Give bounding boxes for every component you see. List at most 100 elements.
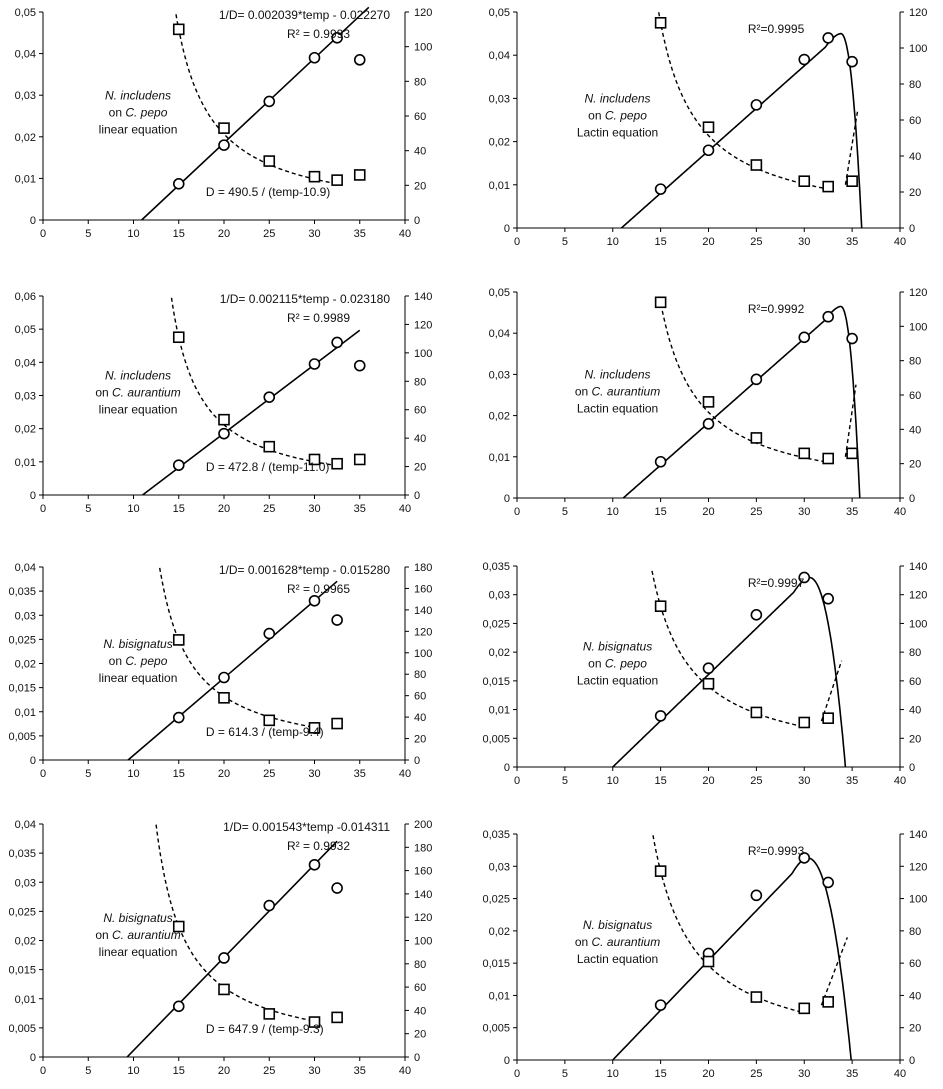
x-tick-label: 30 — [798, 236, 810, 248]
x-tick-label: 30 — [308, 768, 320, 780]
x-tick-label: 20 — [218, 768, 230, 780]
x-tick-label: 10 — [127, 768, 139, 780]
x-tick-label: 20 — [702, 1068, 714, 1080]
x-tick-label: 40 — [399, 503, 411, 515]
y-right-tick-label: 140 — [414, 291, 432, 303]
dev-rate-point — [308, 594, 321, 607]
y-right-tick-label: 60 — [909, 958, 921, 970]
y-right-tick-label: 100 — [414, 42, 432, 54]
x-tick-label: 40 — [399, 768, 411, 780]
duration-point — [263, 714, 276, 727]
host-label: C. pepo — [125, 105, 167, 119]
host-prefix: on — [575, 935, 592, 949]
x-tick-label: 25 — [750, 236, 762, 248]
y-left-tick-label: 0,005 — [8, 731, 36, 743]
duration-point — [702, 121, 715, 133]
dev-rate-point — [702, 418, 715, 430]
host-line: on C. pepo — [109, 105, 168, 119]
y-right-tick-label: 60 — [414, 111, 426, 123]
x-tick-label: 10 — [607, 1068, 619, 1080]
y-right-tick-label: 20 — [414, 734, 426, 746]
duration-point — [654, 16, 667, 29]
duration-point — [331, 717, 343, 730]
duration-point — [218, 983, 230, 996]
host-line: on C. pepo — [588, 656, 647, 670]
y-left-tick-label: 0,03 — [489, 369, 510, 381]
x-tick-label: 40 — [894, 506, 906, 518]
model-label: linear equation — [99, 122, 178, 136]
x-tick-label: 35 — [354, 503, 366, 515]
x-tick-label: 15 — [655, 236, 667, 248]
species-label: N. bisignatus — [103, 637, 172, 651]
y-right-tick-label: 80 — [909, 926, 921, 938]
dev-rate-point — [263, 627, 276, 640]
x-tick-label: 10 — [607, 775, 619, 787]
y-left-tick-label: 0,005 — [482, 1023, 510, 1035]
x-tick-label: 30 — [798, 775, 810, 787]
x-tick-label: 10 — [607, 506, 619, 518]
duration-curve — [658, 12, 829, 190]
dev-rate-point — [822, 876, 834, 889]
species-label: N. includens — [105, 369, 171, 383]
duration-curve — [651, 570, 805, 728]
y-right-tick-label: 160 — [414, 866, 432, 878]
y-right-tick-label: 0 — [909, 1055, 915, 1067]
duration-point — [172, 920, 185, 933]
x-tick-label: 25 — [750, 775, 762, 787]
y-right-tick-label: 60 — [414, 691, 426, 703]
y-left-tick-label: 0,005 — [482, 733, 510, 745]
duration-point — [308, 722, 321, 734]
y-left-tick-label: 0 — [30, 490, 36, 502]
y-left-tick-label: 0,02 — [15, 132, 36, 144]
species-label: N. bisignatus — [583, 918, 652, 932]
y-left-tick-label: 0,04 — [15, 49, 36, 61]
host-label: C. aurantium — [112, 928, 181, 942]
species-label: N. includens — [585, 92, 651, 106]
rate-fit-line — [126, 840, 338, 1058]
duration-point — [846, 447, 858, 460]
rate-lactin-curve — [622, 305, 861, 499]
y-right-tick-label: 100 — [414, 936, 432, 948]
chart-panel-1: 0 5 10 15 20 25 30 35 4000,010,020,030,040,05020… — [15, 6, 432, 240]
y-left-tick-label: 0,05 — [489, 7, 510, 19]
y-left-tick-label: 0,01 — [15, 994, 36, 1006]
y-right-tick-label: 20 — [909, 1023, 921, 1035]
y-right-tick-label: 80 — [909, 647, 921, 659]
duration-equation: D = 490.5 / (temp-10.9) — [206, 185, 330, 199]
duration-point — [308, 1016, 321, 1028]
dev-rate-point — [750, 99, 763, 111]
dev-rate-point — [822, 310, 834, 323]
x-tick-label: 25 — [750, 506, 762, 518]
y-right-tick-label: 20 — [414, 1029, 426, 1041]
y-left-tick-label: 0 — [504, 762, 510, 774]
host-line: on C. pepo — [109, 654, 168, 668]
y-right-tick-label: 40 — [909, 151, 921, 163]
y-left-tick-label: 0,02 — [15, 424, 36, 436]
x-tick-label: 35 — [846, 236, 858, 248]
host-prefix: on — [588, 109, 605, 123]
duration-curve-rise — [820, 660, 843, 722]
x-tick-label: 0 — [40, 768, 46, 780]
y-left-tick-label: 0,01 — [15, 707, 36, 719]
duration-curve-rise — [820, 937, 848, 1006]
species-label: N. includens — [105, 88, 171, 102]
y-left-tick-label: 0,01 — [489, 990, 510, 1002]
y-left-tick-label: 0 — [30, 1052, 36, 1064]
host-label: C. aurantium — [592, 935, 661, 949]
duration-point — [798, 447, 811, 460]
y-right-tick-label: 40 — [909, 990, 921, 1002]
y-right-tick-label: 80 — [414, 669, 426, 681]
x-tick-label: 35 — [846, 1068, 858, 1080]
duration-point — [798, 1002, 811, 1015]
dev-rate-point — [798, 852, 811, 864]
x-tick-label: 30 — [798, 1068, 810, 1080]
duration-point — [822, 452, 834, 465]
host-prefix: on — [109, 105, 126, 119]
host-label: C. aurantium — [592, 385, 661, 399]
y-left-tick-label: 0,02 — [489, 411, 510, 423]
dev-rate-point — [218, 139, 230, 151]
duration-point — [308, 170, 321, 183]
dev-rate-point — [172, 459, 185, 471]
y-right-tick-label: 60 — [414, 405, 426, 417]
y-left-tick-label: 0,01 — [489, 705, 510, 717]
